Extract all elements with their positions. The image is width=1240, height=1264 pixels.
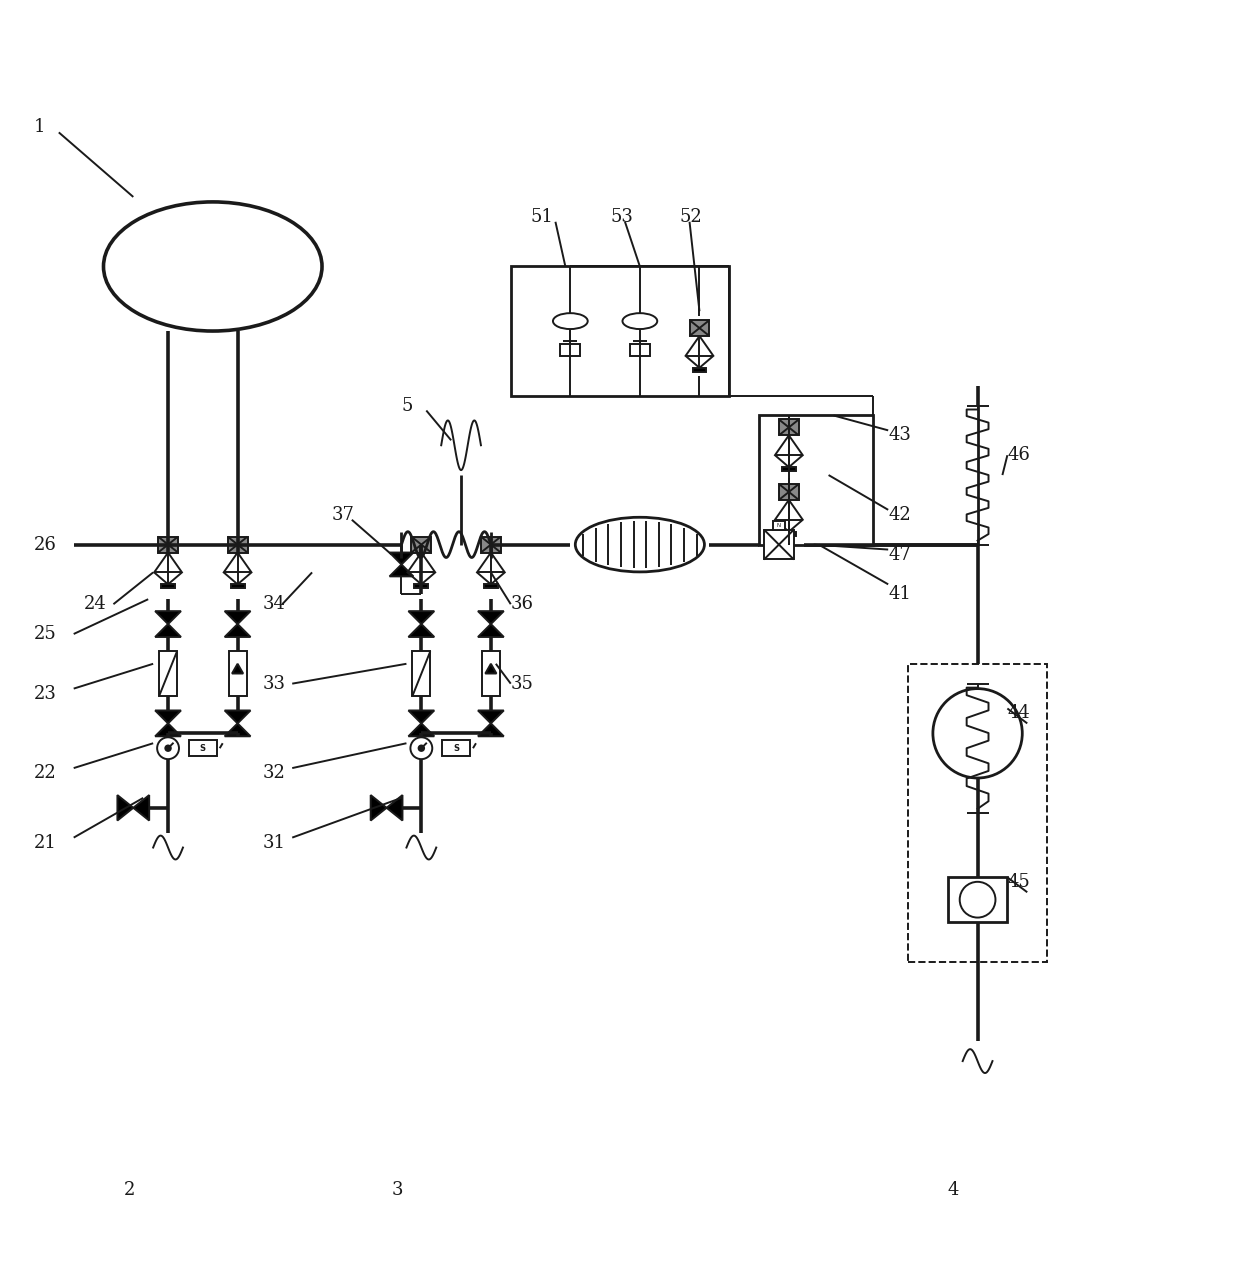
Text: 32: 32 [263, 763, 285, 782]
Polygon shape [155, 624, 181, 637]
Bar [412, 537, 432, 552]
Text: 33: 33 [263, 675, 285, 693]
Polygon shape [408, 723, 434, 737]
Ellipse shape [103, 202, 322, 331]
Polygon shape [371, 795, 387, 820]
Circle shape [960, 882, 996, 918]
Polygon shape [224, 624, 250, 637]
Circle shape [157, 737, 179, 760]
Text: 51: 51 [531, 207, 553, 226]
Text: 22: 22 [33, 763, 57, 782]
Bar [231, 584, 244, 589]
Polygon shape [477, 710, 503, 723]
Bar [689, 320, 709, 336]
Bar [782, 468, 796, 471]
Polygon shape [408, 624, 434, 637]
Text: S: S [200, 743, 206, 753]
Text: 44: 44 [1007, 704, 1030, 723]
Text: 31: 31 [263, 833, 285, 852]
Text: 23: 23 [33, 685, 57, 703]
Text: 45: 45 [1007, 873, 1030, 891]
Circle shape [932, 689, 1022, 779]
Bar [484, 584, 497, 589]
Polygon shape [133, 795, 149, 820]
Bar [413, 651, 430, 696]
Polygon shape [387, 795, 403, 820]
Text: 2: 2 [123, 1182, 135, 1200]
Text: S: S [453, 743, 459, 753]
Bar [779, 420, 799, 435]
Bar [159, 537, 179, 552]
Text: 42: 42 [888, 506, 911, 523]
Text: 1: 1 [33, 119, 46, 137]
Polygon shape [224, 723, 250, 737]
Bar [511, 267, 729, 396]
Bar [759, 416, 873, 545]
Text: 46: 46 [1007, 446, 1030, 464]
Polygon shape [118, 795, 133, 820]
Bar [159, 651, 177, 696]
Text: 5: 5 [402, 397, 413, 415]
Bar [773, 521, 785, 530]
Bar [560, 344, 580, 356]
Bar [782, 532, 796, 536]
Bar [228, 651, 247, 696]
Polygon shape [477, 723, 503, 737]
Polygon shape [408, 611, 434, 624]
Bar [443, 741, 470, 756]
Text: 25: 25 [33, 624, 57, 643]
Polygon shape [408, 710, 434, 723]
Bar [947, 877, 1007, 921]
Text: 21: 21 [33, 833, 57, 852]
Text: 52: 52 [680, 207, 702, 226]
Polygon shape [389, 552, 413, 565]
Bar [414, 584, 428, 589]
Text: 24: 24 [83, 595, 107, 613]
Bar [908, 664, 1047, 962]
Polygon shape [389, 565, 413, 576]
Bar [692, 368, 707, 372]
Bar [779, 484, 799, 499]
Text: 37: 37 [332, 506, 355, 523]
Bar [161, 584, 175, 589]
Bar [481, 537, 501, 552]
Circle shape [419, 746, 424, 751]
Polygon shape [477, 611, 503, 624]
Bar [764, 530, 794, 560]
Ellipse shape [622, 313, 657, 329]
Polygon shape [485, 664, 496, 674]
Text: 41: 41 [888, 585, 911, 603]
Polygon shape [232, 664, 243, 674]
Bar [188, 741, 217, 756]
Text: 3: 3 [392, 1182, 403, 1200]
Bar [630, 344, 650, 356]
Text: 47: 47 [888, 546, 911, 564]
Ellipse shape [575, 517, 704, 571]
Text: 26: 26 [33, 536, 57, 554]
Text: 4: 4 [947, 1182, 960, 1200]
Bar [482, 651, 500, 696]
Text: 53: 53 [610, 207, 632, 226]
Circle shape [410, 737, 433, 760]
Polygon shape [155, 611, 181, 624]
Polygon shape [155, 710, 181, 723]
Text: N: N [777, 523, 781, 528]
Text: 43: 43 [888, 426, 911, 445]
Ellipse shape [553, 313, 588, 329]
Text: 34: 34 [263, 595, 285, 613]
Circle shape [165, 746, 171, 751]
Text: 36: 36 [511, 595, 533, 613]
Polygon shape [477, 624, 503, 637]
Text: 35: 35 [511, 675, 533, 693]
Polygon shape [224, 611, 250, 624]
Polygon shape [155, 723, 181, 737]
Polygon shape [224, 710, 250, 723]
Bar [228, 537, 248, 552]
